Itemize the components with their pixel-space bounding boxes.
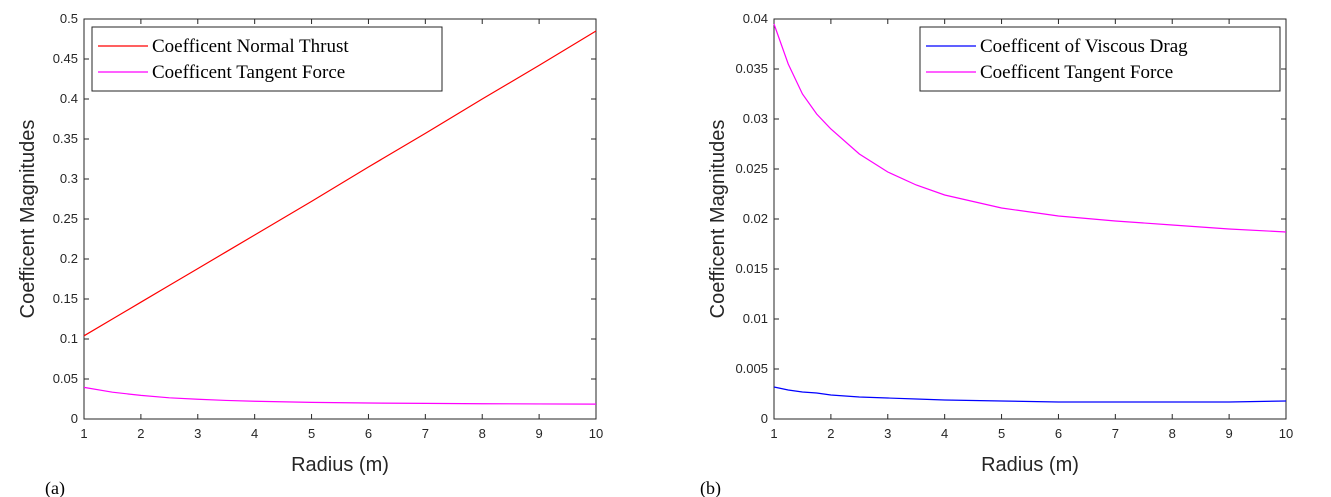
x-tick-label: 7 [1112,426,1119,441]
x-tick-label: 6 [1055,426,1062,441]
series-line-1 [773,23,1287,233]
caption-b: (b) [700,478,721,497]
series-line-0 [83,30,597,337]
x-tick-label: 10 [1279,426,1293,441]
x-tick-label: 8 [479,426,486,441]
y-axis-label: Coefficent Magnitudes [707,120,729,319]
y-tick-label: 0.005 [735,361,768,376]
chart-viscous-drag: 1 2 3 4 5 6 7 8 9 10 0 0.005 0.01 0.015 0.02 0.025 0.03 0… [707,11,1293,476]
x-tick-label: 6 [365,426,372,441]
y-tick-label: 0.3 [60,171,78,186]
y-tick-label: 0.45 [53,51,78,66]
x-tick-label: 2 [137,426,144,441]
x-tick-label: 8 [1169,426,1176,441]
y-tick-label: 0.05 [53,371,78,386]
x-tick-label: 5 [308,426,315,441]
y-tick-label: 0.15 [53,291,78,306]
x-tick-label: 1 [770,426,777,441]
y-tick-label: 0.04 [743,11,768,26]
y-tick-label: 0.025 [735,161,768,176]
y-tick-label: 0.01 [743,311,768,326]
y-tick-label: 0.1 [60,331,78,346]
x-tick-label: 3 [194,426,201,441]
x-tick-label: 4 [251,426,258,441]
y-tick-label: 0.02 [743,211,768,226]
legend-box [91,26,443,92]
x-tick-label: 5 [998,426,1005,441]
legend-label-1: Coefficent Tangent Force [980,62,1173,83]
y-tick-label: 0.015 [735,261,768,276]
x-tick-label: 2 [827,426,834,441]
chart-normal-thrust: 1 2 3 4 5 6 7 8 9 10 0 0.05 0.1 0.15 0.2 0.25 0.3 0.35 0.4… [17,11,603,476]
y-tick-label: 0.35 [53,131,78,146]
caption-a: (a) [45,478,65,497]
x-tick-label: 4 [941,426,948,441]
x-tick-label: 7 [422,426,429,441]
x-tick-label: 1 [80,426,87,441]
x-axis-label: Radius (m) [981,454,1079,476]
y-tick-label: 0.25 [53,211,78,226]
y-tick-label: 0 [761,411,768,426]
y-tick-label: 0.03 [743,111,768,126]
y-tick-label: 0 [71,411,78,426]
y-tick-label: 0.2 [60,251,78,266]
series-line-1 [83,386,597,405]
series-line-0 [773,386,1287,403]
x-tick-label: 9 [535,426,542,441]
x-tick-label: 10 [589,426,603,441]
x-tick-label: 3 [884,426,891,441]
y-tick-label: 0.035 [735,61,768,76]
x-tick-label: 9 [1225,426,1232,441]
y-tick-label: 0.5 [60,11,78,26]
legend-label-0: Coefficent Normal Thrust [152,36,349,57]
legend-box [919,26,1281,92]
legend-label-1: Coefficent Tangent Force [152,62,345,83]
y-axis-label: Coefficent Magnitudes [17,120,39,319]
y-tick-label: 0.4 [60,91,78,106]
legend-label-0: Coefficent of Viscous Drag [980,36,1188,57]
x-axis-label: Radius (m) [291,454,389,476]
